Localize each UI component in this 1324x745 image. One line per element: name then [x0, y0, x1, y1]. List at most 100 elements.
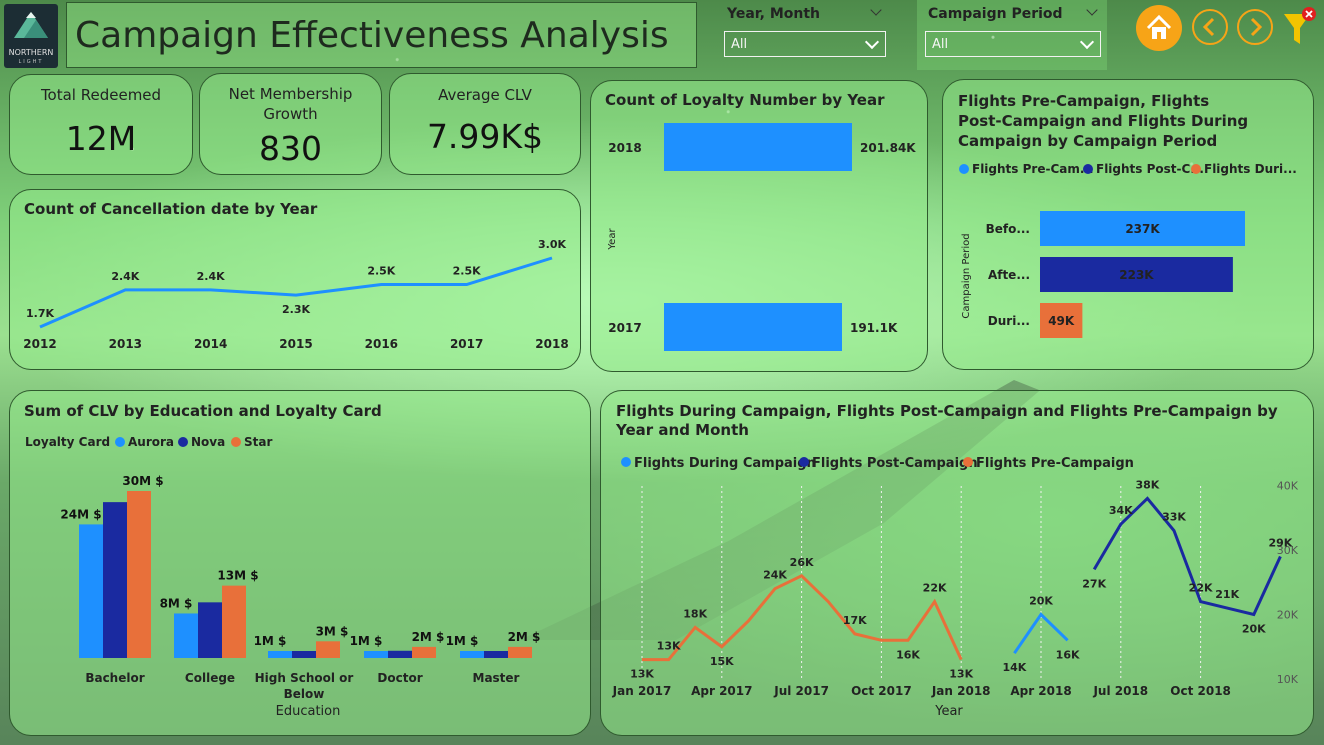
x-tick-label: Oct 2017 [851, 684, 912, 698]
data-label: 49K [1048, 314, 1075, 328]
bar [103, 502, 127, 658]
page-title: Campaign Effectiveness Analysis [75, 15, 669, 56]
kpi-label: Net Membership Growth [228, 85, 353, 123]
data-label: 2.3K [282, 303, 310, 316]
legend-marker [959, 164, 969, 174]
legend-title: Loyalty Card [25, 435, 110, 449]
series-line [39, 256, 553, 329]
kpi-net-membership-growth: Net Membership Growth 830 [199, 73, 382, 175]
slicer-dropdown[interactable]: All [925, 31, 1101, 57]
clear-filter-button[interactable] [1282, 6, 1318, 48]
legend-marker [621, 457, 631, 467]
legend-item: Flights Duri... [1204, 162, 1297, 176]
data-label: 191.1K [850, 321, 898, 335]
slicer-campaign-period[interactable]: Campaign Period All [917, 0, 1107, 70]
clv-bar-chart: Loyalty Card Aurora Nova Star 24M $ 30M $ Bach… [25, 435, 540, 719]
data-label: 2.4K [111, 270, 139, 283]
bar [222, 585, 246, 658]
x-tick-label: 2016 [365, 337, 398, 351]
x-tick-label: High School or [255, 671, 354, 685]
y-tick-label: Befo... [986, 222, 1030, 236]
data-label: 34K [1109, 504, 1133, 517]
x-tick-label: 2017 [450, 337, 483, 351]
bar [388, 650, 412, 658]
chevron-down-icon[interactable] [870, 4, 882, 16]
legend-item: Flights Post-C... [1096, 162, 1204, 176]
data-label: 1M $ [350, 634, 383, 648]
data-label: 16K [1056, 648, 1080, 661]
data-label: 3.0K [538, 238, 566, 251]
legend-item: Nova [191, 435, 225, 449]
bar [79, 524, 103, 658]
title-box: Campaign Effectiveness Analysis [66, 2, 697, 68]
legend-marker [178, 437, 188, 447]
data-label: 8M $ [160, 596, 193, 610]
x-tick-label: Bachelor [85, 671, 144, 685]
chevron-left-icon [1202, 17, 1215, 37]
flights-month-chart-card: Flights During Campaign, Flights Post-Ca… [600, 390, 1314, 736]
data-label: 13K [630, 668, 654, 681]
bar [174, 613, 198, 658]
bar [664, 303, 842, 351]
chart-title: Flights During Campaign, Flights Post-Ca… [616, 402, 1278, 439]
legend-marker [1191, 164, 1201, 174]
bar [664, 123, 852, 171]
data-label: 13K [657, 640, 681, 653]
bar [460, 651, 484, 658]
legend-item: Flights During Campaign [634, 456, 816, 471]
flights-period-chart-card: Flights Pre-Campaign, Flights Post-Campa… [942, 79, 1314, 370]
chevron-down-icon [1079, 34, 1095, 50]
bar [412, 646, 436, 658]
data-label: 20K [1029, 595, 1053, 608]
loyalty-chart-card: Count of Loyalty Number by Year Year 2018… [590, 80, 928, 372]
chevron-down-icon[interactable] [1086, 4, 1098, 16]
series-line [642, 573, 963, 662]
cancellation-chart-card: Count of Cancellation date by Year 1.7K 2… [9, 189, 581, 370]
x-tick-label: Master [473, 671, 520, 685]
legend-marker [115, 437, 125, 447]
data-label: 22K [923, 582, 947, 595]
back-button[interactable] [1192, 9, 1228, 45]
data-label: 33K [1162, 511, 1186, 524]
funnel-clear-icon [1284, 7, 1316, 44]
slicer-value: All [932, 37, 949, 52]
x-tick-label: Jan 2017 [612, 684, 672, 698]
data-label: 22K [1189, 582, 1213, 595]
y-tick-label: 10K [1277, 673, 1299, 686]
y-tick-label: 30K [1277, 544, 1299, 557]
logo-subtext: LIGHT [18, 59, 44, 65]
clv-chart-card: Sum of CLV by Education and Loyalty Card… [9, 390, 591, 736]
bar [1040, 303, 1083, 338]
data-label: 201.84K [860, 141, 916, 155]
data-label: 2.4K [197, 270, 225, 283]
data-label: 24K [763, 569, 787, 582]
data-label: 20K [1242, 623, 1266, 636]
slicer-dropdown[interactable]: All [724, 31, 886, 57]
series-line [1013, 612, 1069, 655]
kpi-value: 7.99K$ [426, 117, 544, 156]
slicer-year-month[interactable]: Year, Month All [716, 0, 894, 68]
x-tick-label: Jul 2018 [1092, 684, 1148, 698]
bar [484, 651, 508, 658]
data-label: 3M $ [316, 624, 349, 638]
x-tick-label: 2012 [23, 337, 56, 351]
bar [127, 491, 151, 658]
data-label: 38K [1135, 478, 1159, 491]
forward-button[interactable] [1237, 9, 1273, 45]
loyalty-bar-chart: Year 2018 201.84K 2017 191.1K [607, 123, 916, 351]
slicer-label: Campaign Period [928, 6, 1063, 22]
home-button[interactable] [1136, 5, 1182, 51]
y-tick-label: Afte... [988, 268, 1030, 282]
legend-item: Aurora [128, 435, 174, 449]
data-label: 1M $ [254, 634, 287, 648]
data-label: 2M $ [412, 630, 445, 644]
data-label: 15K [710, 655, 734, 668]
data-label: 2.5K [453, 265, 481, 278]
data-label: 1.7K [26, 307, 54, 320]
x-tick-label: 2014 [194, 337, 227, 351]
bar [508, 646, 532, 658]
y-tick-label: 2017 [608, 321, 641, 335]
legend-item: Flights Post-Campaign [812, 456, 978, 471]
x-axis-label: Year [934, 704, 963, 719]
y-tick-label: 20K [1277, 609, 1299, 622]
